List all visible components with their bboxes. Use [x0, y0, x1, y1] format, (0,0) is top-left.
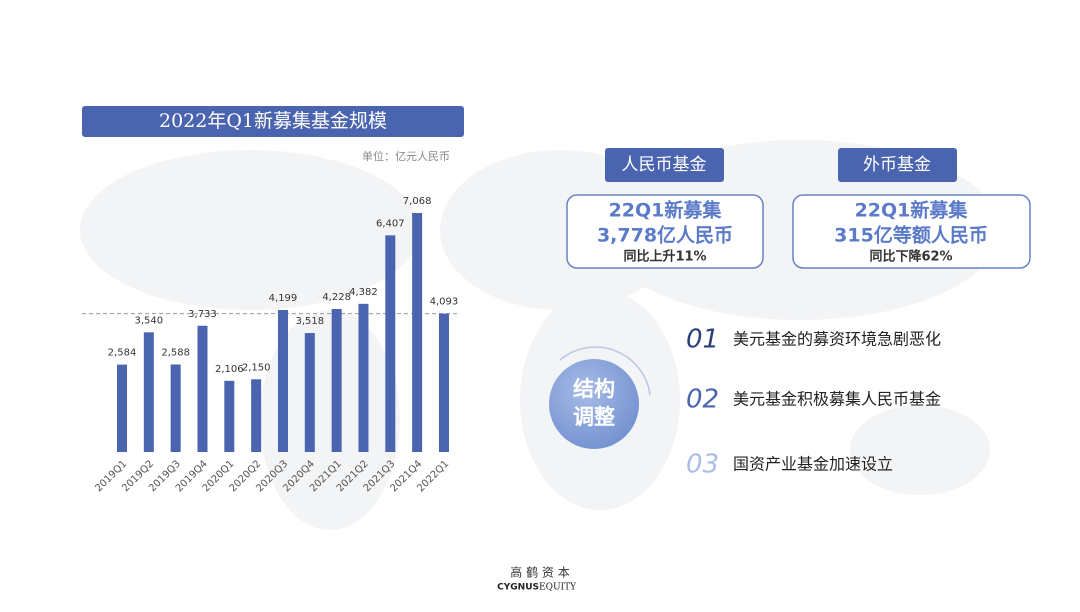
point-number: 01 — [686, 325, 719, 355]
point-text: 美元基金积极募集人民币基金 — [733, 390, 941, 409]
card-note: 同比上升11% — [623, 249, 706, 265]
tab — [838, 148, 957, 182]
unit-label: 单位：亿元人民币 — [362, 149, 450, 163]
bar — [331, 309, 342, 452]
data-label: 3,733 — [188, 309, 217, 320]
card — [566, 194, 764, 269]
data-label: 2,150 — [242, 362, 271, 373]
bar — [251, 379, 262, 452]
data-label: 4,228 — [322, 292, 351, 303]
footer-en: EQUITY — [539, 583, 577, 593]
bar — [277, 310, 288, 452]
footer-en: CYGNUS — [497, 583, 539, 593]
point-number: 02 — [686, 385, 719, 415]
data-label: 2,584 — [108, 348, 137, 359]
point-number: 03 — [686, 450, 719, 480]
tab — [605, 148, 724, 182]
arc — [559, 346, 651, 396]
data-label: 2,588 — [161, 347, 190, 358]
bar — [358, 303, 369, 452]
card-note: 同比下降62% — [869, 249, 952, 265]
data-label: 4,093 — [430, 297, 459, 308]
data-label: 3,540 — [135, 315, 164, 326]
title-box — [82, 106, 464, 137]
footer-cn: 高 鹤 资 本 — [510, 565, 569, 580]
bar — [224, 380, 235, 452]
bar — [117, 364, 127, 452]
data-label: 4,382 — [349, 287, 378, 298]
tab-label: 外币基金 — [863, 155, 931, 175]
point-text: 美元基金的募资环境急剧恶化 — [733, 330, 941, 349]
bar — [438, 313, 449, 452]
circle-text: 调整 — [573, 405, 615, 429]
bar — [412, 213, 423, 452]
data-label: 6,407 — [376, 218, 405, 229]
bar — [304, 333, 315, 452]
card-line: 22Q1新募集 — [609, 199, 723, 222]
point-text: 国资产业基金加速设立 — [733, 455, 893, 474]
chart-title: 2022年Q1新募集基金规模 — [159, 110, 387, 132]
tab-label: 人民币基金 — [622, 155, 707, 175]
card-line: 315亿等额人民币 — [834, 224, 988, 247]
card — [792, 194, 1031, 269]
data-label: 2,106 — [215, 364, 244, 375]
bar — [385, 235, 396, 452]
bar — [170, 364, 181, 452]
circle-text: 结构 — [573, 377, 615, 401]
data-label: 3,518 — [295, 316, 324, 327]
card-line: 22Q1新募集 — [855, 199, 969, 222]
data-label: 4,199 — [269, 293, 298, 304]
card-line: 3,778亿人民币 — [597, 224, 733, 247]
circle — [549, 359, 639, 449]
data-label: 7,068 — [403, 196, 432, 207]
bar — [143, 332, 154, 452]
bar — [197, 325, 208, 452]
